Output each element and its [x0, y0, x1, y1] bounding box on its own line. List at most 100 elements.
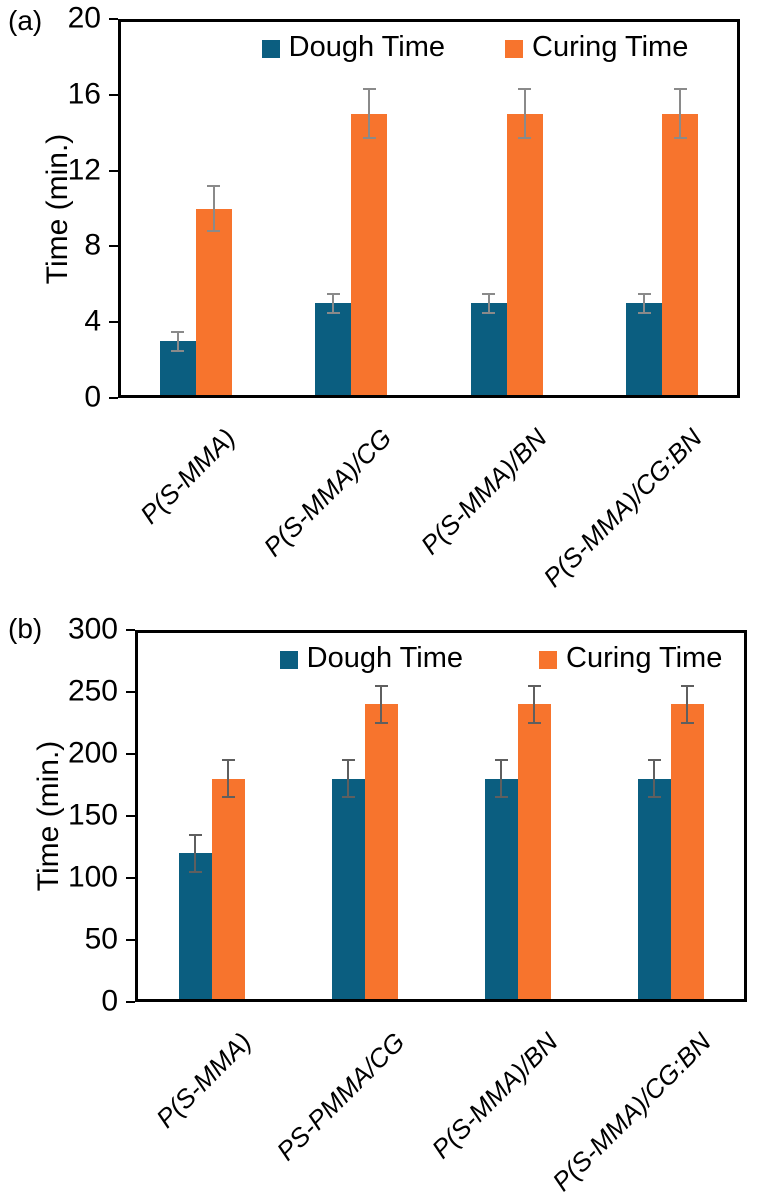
error-bar-cap-bottom — [482, 311, 496, 314]
x-category-label: P(S-MMA) — [150, 1026, 258, 1134]
error-bar-cap-bottom — [374, 722, 388, 724]
error-bar-cap-top — [647, 759, 661, 762]
y-tick-mark — [126, 815, 135, 817]
y-tick-label: 16 — [67, 77, 101, 111]
legend-item-curing-time: Curing Time — [505, 31, 688, 64]
error-bar-line — [194, 834, 196, 872]
error-bar-cap-bottom — [680, 722, 694, 724]
x-category-label: P(S-MMA)/BN — [414, 422, 553, 561]
y-tick-label: 0 — [101, 984, 118, 1018]
legend-label: Curing Time — [566, 642, 723, 674]
error-bar-cap-bottom — [673, 137, 687, 140]
error-bar-cap-bottom — [527, 722, 541, 724]
legend-swatch-curing-time — [539, 650, 558, 669]
y-tick-mark — [126, 939, 135, 941]
bar-curing-time — [364, 704, 398, 1002]
error-bar-cap-bottom — [207, 230, 221, 233]
legend-label: Dough Time — [306, 642, 464, 674]
legend-item-dough-time: Dough Time — [261, 31, 446, 64]
x-category-label: P(S-MMA) — [134, 422, 242, 530]
legend: Dough Time Curing Time — [164, 31, 757, 64]
y-tick-label: 100 — [67, 860, 118, 894]
error-bar-line — [347, 760, 349, 798]
error-bar-cap-bottom — [518, 137, 532, 140]
error-bar-line — [176, 331, 179, 351]
error-bar-cap-bottom — [637, 311, 651, 314]
error-bar-cap-bottom — [647, 796, 661, 799]
y-tick-label: 250 — [67, 674, 118, 708]
y-tick-label: 150 — [67, 798, 118, 832]
y-tick-mark — [126, 753, 135, 755]
y-tick-label: 20 — [67, 1, 101, 35]
error-bar-cap-top — [374, 684, 388, 687]
error-bar-cap-top — [341, 759, 355, 762]
error-bar-cap-top — [518, 88, 532, 91]
legend-label: Dough Time — [288, 31, 446, 63]
error-bar-cap-bottom — [494, 796, 508, 799]
error-bar-line — [523, 89, 526, 139]
x-category-label: P(S-MMA)/CG:BN — [537, 422, 709, 593]
y-axis-title: Time (min.) — [32, 740, 65, 892]
error-bar-cap-top — [527, 684, 541, 687]
y-tick-mark — [126, 629, 135, 631]
error-bar-cap-top — [637, 292, 651, 295]
error-bar-cap-bottom — [326, 311, 340, 314]
error-bar-cap-top — [326, 292, 340, 295]
legend: Dough Time Curing Time — [195, 642, 757, 675]
y-tick-mark — [126, 1001, 135, 1003]
error-bar-cap-top — [362, 88, 376, 91]
error-bar-line — [679, 89, 682, 139]
bar-curing-time — [506, 113, 543, 398]
bar-dough-time — [484, 778, 518, 1002]
error-bar-line — [368, 89, 371, 139]
error-bar-cap-top — [171, 330, 185, 333]
error-bar-cap-top — [680, 684, 694, 687]
error-bar-line — [643, 293, 646, 313]
bar-curing-time — [211, 778, 245, 1002]
error-bar-cap-top — [207, 184, 221, 187]
chart-panel-b: (b) Time (min.) Dough Time Curing Time 0 5… — [0, 590, 757, 1197]
error-bar-line — [653, 760, 655, 798]
error-bar-line — [212, 185, 215, 232]
chart-panel-a: (a) Time (min.) Dough Time Curing Time 0 4… — [0, 0, 757, 593]
bar-dough-time — [626, 303, 663, 398]
plot-area — [135, 630, 747, 1002]
x-category-label: PS-PMMA/CG — [270, 1026, 411, 1167]
error-bar-line — [332, 293, 335, 313]
error-bar-cap-top — [494, 759, 508, 762]
error-bar-line — [686, 685, 688, 723]
y-tick-label: 8 — [84, 228, 101, 262]
chart-layer: 0 4 8 12 16 20 P(S-MMA) P(S-MMA)/CG P(S-MMA)/BN P… — [0, 0, 757, 593]
bar-curing-time — [662, 113, 699, 398]
error-bar-cap-top — [673, 88, 687, 91]
y-tick-mark — [109, 18, 118, 20]
y-tick-label: 50 — [84, 922, 118, 956]
y-tick-mark — [126, 691, 135, 693]
x-category-label: P(S-MMA)/CG — [257, 422, 398, 563]
plot-area — [118, 19, 740, 398]
error-bar-cap-top — [221, 759, 235, 762]
y-tick-mark — [109, 245, 118, 248]
y-axis-title: Time (min.) — [41, 133, 74, 284]
error-bar-cap-bottom — [171, 349, 185, 352]
bar-dough-time — [470, 303, 507, 398]
bar-curing-time — [670, 704, 704, 1002]
panel-label-a: (a) — [8, 5, 43, 36]
legend-item-dough-time: Dough Time — [279, 642, 464, 675]
error-bar-line — [487, 293, 490, 313]
chart-layer: 0 50 100 150 200 250 300 P(S-MMA) PS-PMMA/CG P(S-… — [0, 590, 757, 1197]
y-tick-mark — [109, 397, 118, 399]
error-bar-cap-top — [188, 833, 202, 836]
error-bar-cap-top — [482, 292, 496, 295]
error-bar-line — [533, 685, 535, 723]
legend-item-curing-time: Curing Time — [539, 642, 723, 675]
y-tick-mark — [109, 169, 118, 172]
legend-swatch-dough-time — [279, 650, 298, 669]
panel-label-b: (b) — [8, 613, 43, 644]
y-tick-label: 300 — [67, 612, 118, 646]
bar-dough-time — [637, 778, 671, 1002]
error-bar-cap-bottom — [362, 137, 376, 140]
x-category-label: P(S-MMA)/CG:BN — [545, 1026, 717, 1197]
y-tick-label: 0 — [84, 380, 101, 414]
